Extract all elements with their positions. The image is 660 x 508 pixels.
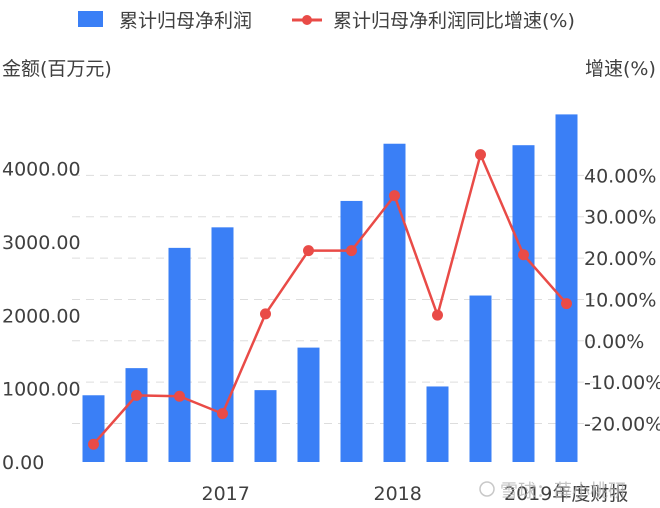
- bar: [168, 247, 191, 462]
- left-axis-ticks: 0.00 1000.00 2000.00 3000.00 4000.00: [2, 159, 81, 474]
- line-point: [131, 389, 142, 401]
- left-axis-title: 金额(百万元): [2, 58, 112, 80]
- line-point: [475, 149, 486, 161]
- legend-bar-swatch: [78, 11, 103, 27]
- right-axis-tick-label: -10.00%: [584, 372, 660, 394]
- grid-lines: [72, 174, 595, 425]
- watermark-logo-icon: [479, 481, 495, 497]
- bar: [383, 143, 406, 462]
- growth-line: [92, 153, 568, 446]
- line-point: [303, 245, 314, 257]
- right-axis-tick-label: 30.00%: [584, 207, 656, 229]
- right-axis-title: 增速(%): [585, 58, 656, 80]
- right-axis-tick-label: 0.00%: [584, 331, 644, 353]
- right-axis-tick-label: 10.00%: [584, 289, 656, 311]
- right-axis-tick-label: -20.00%: [584, 414, 660, 436]
- bar-series: [82, 114, 578, 463]
- x-axis-label: 2018: [374, 483, 422, 505]
- right-axis-ticks: -20.00% -10.00% 0.00% 10.00% 20.00% 30.00% 40.…: [584, 165, 660, 435]
- x-axis-labels: 2017 2018 2019年度财报: [202, 483, 629, 505]
- bar: [426, 386, 449, 462]
- line-point: [389, 190, 400, 202]
- legend-line-marker: [302, 15, 312, 25]
- watermark-text: 雪球：薛小桃研: [500, 481, 626, 502]
- legend-line-label: 累计归母净利润同比增速(%): [333, 10, 575, 32]
- line-series: [88, 149, 572, 450]
- bar: [82, 395, 105, 462]
- right-axis-tick-label: 20.00%: [584, 248, 656, 270]
- line-point: [432, 309, 443, 321]
- left-axis-tick-label: 4000.00: [2, 159, 81, 181]
- bar: [555, 114, 578, 463]
- line-point: [561, 298, 572, 310]
- bar: [340, 200, 363, 462]
- legend: 累计归母净利润 累计归母净利润同比增速(%): [78, 10, 575, 32]
- line-point: [217, 408, 228, 420]
- line-point: [174, 390, 185, 402]
- watermark: 雪球：薛小桃研: [479, 481, 626, 502]
- line-point: [518, 249, 529, 261]
- bar: [125, 368, 148, 462]
- left-axis-tick-label: 3000.00: [2, 232, 81, 254]
- line-point: [260, 308, 271, 320]
- line-point: [88, 438, 99, 450]
- bar: [512, 145, 535, 462]
- left-axis-tick-label: 0.00: [2, 452, 44, 474]
- line-point: [346, 245, 357, 257]
- bar: [297, 347, 320, 462]
- legend-bar-label: 累计归母净利润: [119, 10, 252, 32]
- x-axis-label: 2017: [202, 483, 250, 505]
- bar: [211, 227, 234, 462]
- bar: [469, 295, 492, 462]
- left-axis-tick-label: 2000.00: [2, 305, 81, 327]
- left-axis-tick-label: 1000.00: [2, 379, 81, 401]
- x-axis-label: 2019年度财报: [504, 483, 628, 505]
- right-axis-tick-label: 40.00%: [584, 165, 656, 187]
- bar: [254, 390, 277, 462]
